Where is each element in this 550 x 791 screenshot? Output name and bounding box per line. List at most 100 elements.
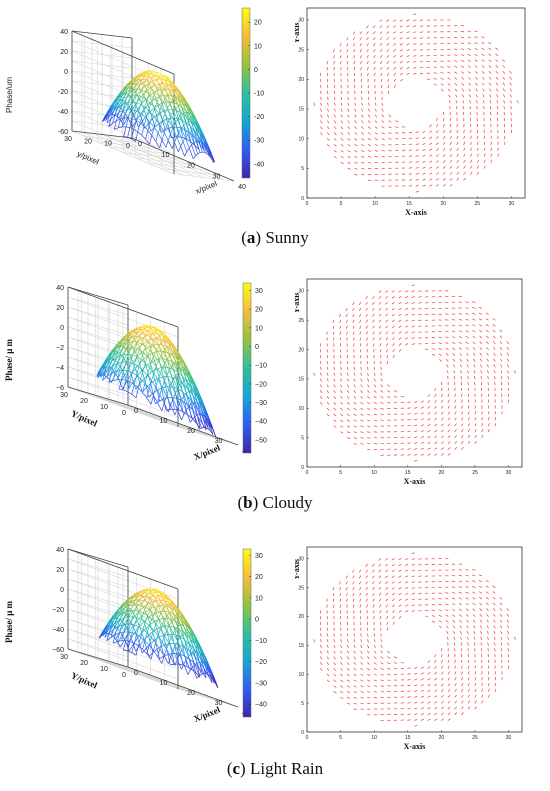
mesh-line bbox=[181, 650, 187, 661]
quiver-arrow bbox=[380, 662, 384, 665]
mesh-line bbox=[178, 616, 183, 625]
mesh-line bbox=[179, 650, 183, 655]
mesh-line bbox=[126, 361, 131, 363]
quiver-arrow bbox=[379, 25, 383, 28]
mesh-line bbox=[176, 609, 179, 611]
quiver-arrow bbox=[360, 372, 362, 376]
mesh-line bbox=[131, 394, 137, 399]
quiver-arrow bbox=[472, 307, 476, 309]
mesh-line bbox=[139, 639, 145, 646]
quiver-arrow bbox=[361, 167, 365, 170]
mesh-line bbox=[163, 88, 169, 95]
mesh-line bbox=[169, 355, 175, 365]
quiver-arrow bbox=[478, 574, 483, 577]
mesh-line bbox=[134, 335, 140, 340]
mesh-line bbox=[135, 79, 139, 85]
mesh-line bbox=[138, 104, 142, 113]
quiver-arrow bbox=[346, 639, 349, 643]
mesh-line bbox=[130, 101, 134, 110]
mesh-line bbox=[146, 589, 151, 592]
quiver-arrow bbox=[473, 370, 476, 374]
quiver-arrow bbox=[439, 359, 442, 362]
mesh-line bbox=[141, 84, 145, 90]
quiver-arrow bbox=[481, 71, 485, 74]
quiver-arrow bbox=[346, 407, 350, 411]
mesh-line bbox=[201, 673, 204, 675]
mesh-line bbox=[120, 336, 126, 341]
mesh-line bbox=[169, 612, 175, 620]
quiver-arrow bbox=[333, 662, 336, 666]
mesh-line bbox=[147, 101, 153, 106]
mesh-line bbox=[174, 352, 178, 360]
quiver-arrow bbox=[386, 349, 388, 353]
quiver-arrow bbox=[454, 429, 457, 433]
mesh-line bbox=[122, 603, 128, 607]
quiver-arrow bbox=[411, 313, 415, 316]
quiver-arrow bbox=[408, 161, 413, 163]
quiver-arrow bbox=[360, 419, 364, 422]
mesh-line bbox=[177, 372, 183, 377]
quiver-arrow bbox=[494, 676, 497, 681]
mesh-line bbox=[126, 596, 132, 601]
quiver-arrow bbox=[393, 656, 398, 659]
mesh-line bbox=[108, 625, 114, 634]
quiver-arrow bbox=[440, 683, 444, 687]
mesh-line bbox=[177, 105, 183, 115]
z-tick-label: 0 bbox=[60, 325, 64, 332]
mesh-line bbox=[119, 612, 125, 620]
mesh-line bbox=[113, 120, 117, 130]
mesh-line bbox=[117, 104, 122, 109]
quiver-arrow bbox=[354, 144, 358, 147]
quiver-arrow bbox=[371, 296, 375, 299]
mesh-line bbox=[120, 101, 125, 109]
quiver-arrow bbox=[481, 434, 484, 439]
mesh-line bbox=[167, 345, 171, 348]
mesh-line bbox=[165, 594, 169, 598]
quiver-arrow bbox=[454, 435, 457, 439]
quiver-arrow bbox=[346, 55, 349, 59]
quiver-arrow bbox=[361, 173, 365, 176]
quiver-arrow bbox=[352, 592, 355, 597]
quiver-arrow bbox=[353, 67, 356, 71]
quiver-arrow bbox=[502, 76, 506, 80]
quiver-arrow bbox=[393, 61, 396, 64]
mesh-line bbox=[153, 349, 157, 356]
mesh-line bbox=[205, 666, 209, 676]
quiver-arrow bbox=[493, 347, 496, 350]
quiver-arrow bbox=[476, 147, 479, 151]
quiver-arrow bbox=[453, 60, 458, 62]
mesh-line bbox=[215, 681, 219, 688]
mesh-line bbox=[140, 104, 145, 108]
quiver-arrow bbox=[398, 343, 402, 346]
quiver-arrow bbox=[474, 423, 477, 427]
mesh-line bbox=[201, 141, 205, 151]
quiver-arrow bbox=[451, 313, 456, 315]
quiver-arrow bbox=[333, 679, 337, 683]
quiver-arrow bbox=[503, 106, 506, 110]
mesh-line bbox=[199, 652, 205, 664]
mesh-line bbox=[151, 360, 157, 367]
quiver-arrow bbox=[431, 609, 436, 611]
quiver-arrow bbox=[497, 147, 499, 151]
mesh-line bbox=[160, 78, 165, 80]
mesh-line bbox=[166, 370, 170, 376]
mesh-line bbox=[163, 132, 169, 141]
z-tick-label: −60 bbox=[52, 647, 64, 654]
mesh-line bbox=[118, 110, 123, 113]
quiver-arrow bbox=[392, 337, 395, 340]
mesh-line bbox=[143, 104, 149, 110]
mesh-line bbox=[103, 626, 109, 635]
quiver-arrow bbox=[431, 615, 436, 617]
mesh-line bbox=[176, 352, 180, 359]
quiver-arrow bbox=[346, 419, 350, 422]
y-tick-label: 15 bbox=[298, 107, 304, 113]
mesh-line bbox=[192, 401, 196, 404]
mesh-line bbox=[133, 375, 137, 385]
mesh-line bbox=[137, 131, 142, 136]
quiver-arrow bbox=[454, 88, 458, 92]
mesh-line bbox=[193, 383, 197, 388]
mesh-line bbox=[129, 597, 134, 600]
mesh-line bbox=[160, 102, 164, 108]
mesh-line bbox=[188, 653, 191, 657]
mesh-line bbox=[98, 630, 104, 638]
